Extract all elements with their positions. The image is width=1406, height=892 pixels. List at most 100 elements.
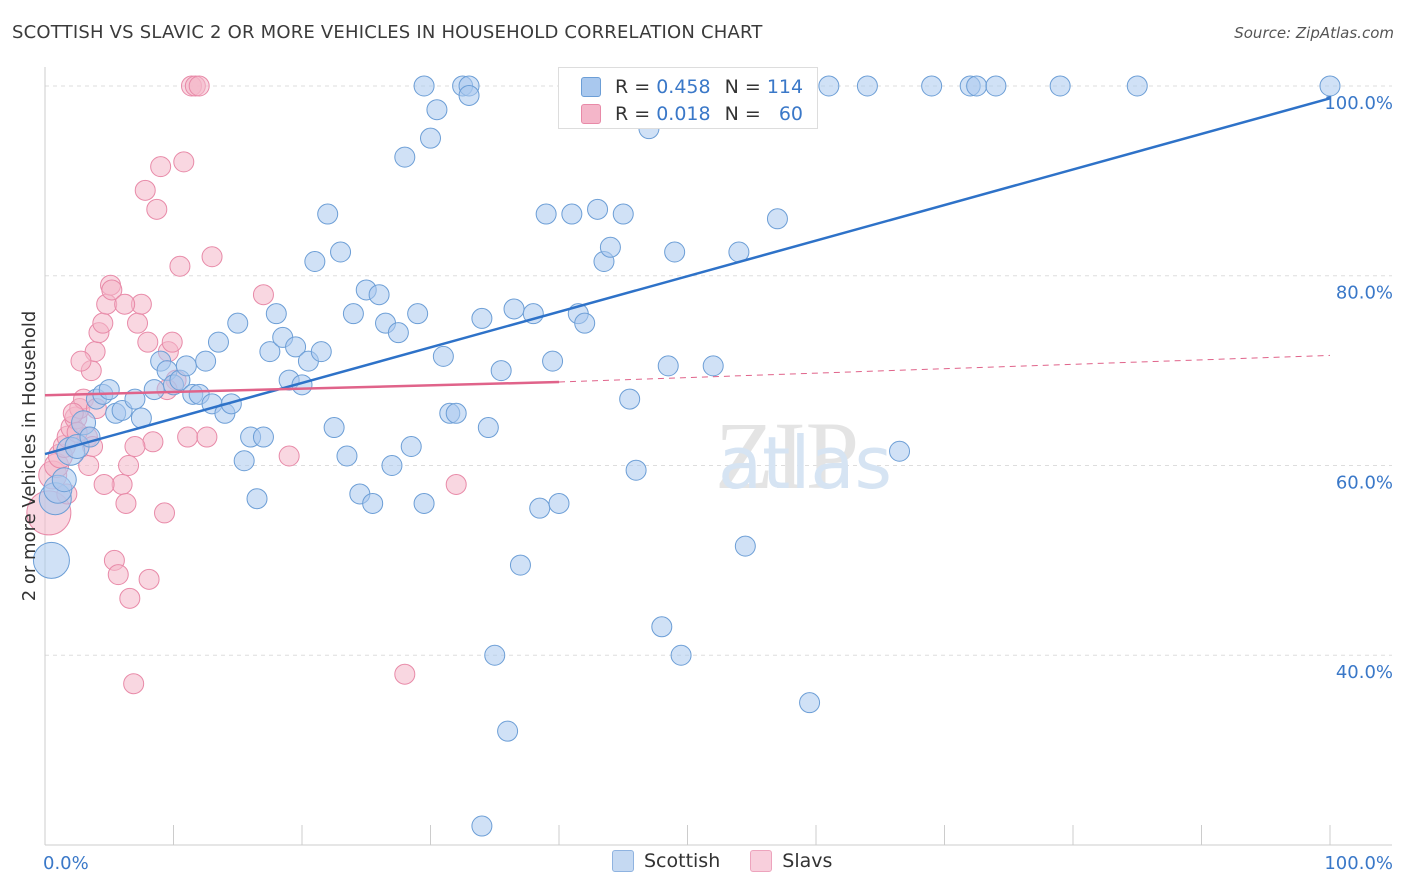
scottish-point — [1049, 75, 1071, 97]
slavs-n-value: 60 — [778, 103, 804, 125]
legend-item-slavs[interactable]: Slavs — [750, 850, 832, 872]
slavs-point — [127, 312, 149, 334]
scottish-point — [458, 84, 480, 106]
scottish-point — [323, 417, 345, 439]
scottish-point — [766, 208, 788, 230]
slavs-point — [111, 473, 133, 495]
scottish-n-label: N = — [724, 76, 767, 98]
axis-labels: 100.0% 80.0% 60.0% 40.0% 0.0% 100.0% 2 or more… — [19, 93, 1393, 874]
x-tick-label-min: 0.0% — [43, 853, 89, 874]
slavs-point — [101, 279, 123, 301]
y-tick-label: 40.0% — [1336, 662, 1393, 683]
scottish-point — [503, 298, 525, 320]
scottish-point — [497, 720, 519, 742]
slavs-point — [114, 293, 136, 315]
slavs-point — [92, 312, 114, 334]
slavs-point — [169, 255, 191, 277]
scottish-point — [413, 75, 435, 97]
scottish-point — [227, 312, 249, 334]
scottish-point — [548, 492, 570, 514]
scottish-point — [664, 241, 686, 263]
slavs-trend-line — [44, 380, 560, 397]
slavs-r-value: 0.018 — [656, 103, 711, 125]
scottish-point — [426, 99, 448, 121]
slavs-point — [154, 502, 176, 524]
scottish-point — [535, 203, 557, 225]
legend-item-scottish[interactable]: Scottish — [612, 850, 720, 872]
slavs-legend-swatch — [750, 850, 773, 872]
scottish-point — [625, 459, 647, 481]
scottish-point — [362, 492, 384, 514]
scottish-point — [657, 355, 679, 377]
scottish-point — [471, 307, 493, 329]
scottish-legend-swatch — [612, 850, 634, 872]
scottish-point — [542, 350, 564, 372]
scottish-points — [32, 75, 1341, 837]
scottish-point — [400, 436, 422, 458]
scottish-point — [330, 241, 352, 263]
scottish-point — [233, 450, 255, 472]
y-tick-label: 60.0% — [1336, 472, 1393, 493]
scottish-point — [702, 355, 724, 377]
slavs-point — [123, 673, 145, 695]
slavs-point — [394, 663, 416, 685]
y-tick-label: 80.0% — [1336, 283, 1393, 304]
scottish-point — [529, 497, 551, 519]
slavs-point — [161, 331, 183, 353]
scottish-point — [285, 336, 307, 358]
slavs-trend-line-extension — [558, 354, 1331, 383]
slavs-point — [252, 284, 274, 306]
slavs-point — [188, 75, 210, 97]
scottish-point — [175, 355, 197, 377]
scottish-point — [574, 312, 596, 334]
slavs-point — [445, 473, 467, 495]
scottish-point — [246, 488, 268, 510]
scottish-point — [98, 379, 120, 401]
scottish-point — [799, 692, 821, 714]
scottish-trend-line — [44, 97, 1331, 456]
slavs-point — [201, 246, 223, 268]
source-label: Source: ZipAtlas.com — [1234, 24, 1394, 42]
scottish-point — [445, 402, 467, 424]
slavs-point — [93, 473, 115, 495]
scottish-swatch — [581, 77, 601, 97]
watermark-zip: ZIP — [715, 402, 859, 509]
scottish-point — [561, 203, 583, 225]
series-legend: Scottish Slavs — [612, 850, 832, 872]
scottish-r-value: 0.458 — [656, 76, 711, 98]
scottish-point — [1319, 75, 1341, 97]
scottish-point — [509, 554, 531, 576]
scottish-point — [477, 417, 499, 439]
scottish-point — [1126, 75, 1148, 97]
slavs-point — [138, 568, 160, 590]
x-tick-label-max: 100.0% — [1324, 853, 1393, 874]
slavs-n-label: N = — [724, 103, 767, 125]
scottish-point — [394, 146, 416, 168]
scottish-point — [304, 251, 326, 272]
slavs-point — [177, 426, 199, 448]
slavs-point — [115, 492, 137, 514]
scottish-point — [195, 350, 217, 372]
scottish-point — [670, 644, 692, 666]
slavs-point — [118, 454, 140, 476]
scottish-point — [381, 454, 403, 476]
scottish-point — [889, 440, 911, 462]
slavs-point — [107, 564, 129, 586]
slavs-point — [142, 431, 164, 453]
slavs-swatch — [581, 104, 601, 124]
scottish-n-value: 114 — [766, 76, 804, 98]
scottish-point — [966, 75, 988, 97]
scottish-point — [51, 467, 77, 493]
scottish-point — [368, 284, 390, 306]
scottish-point — [734, 535, 756, 557]
scottish-point — [612, 203, 634, 225]
scottish-point — [856, 75, 878, 97]
scottish-point — [490, 360, 512, 382]
stats-row-scottish: R = 0.458 N = 114 — [581, 76, 803, 98]
slavs-point — [124, 436, 146, 458]
scottish-point — [619, 388, 641, 410]
scottish-point — [32, 541, 70, 579]
scottish-point — [207, 331, 229, 353]
slavs-point — [173, 151, 195, 173]
